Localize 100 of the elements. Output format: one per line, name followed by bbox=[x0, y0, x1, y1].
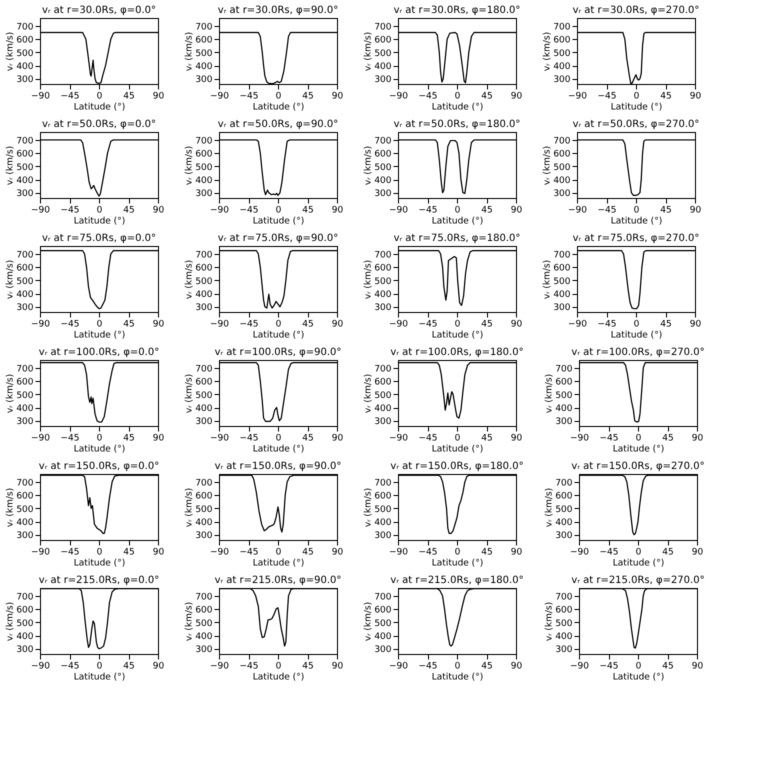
x-tick-label: 0 bbox=[96, 92, 103, 102]
x-tick-label: −45 bbox=[600, 548, 618, 558]
x-tick-label: 90 bbox=[690, 320, 702, 330]
y-tick-label: 700 bbox=[553, 22, 571, 32]
x-tick-label: 0 bbox=[276, 206, 282, 216]
x-tick-label: −90 bbox=[570, 548, 590, 558]
y-axis-title: vᵣ (km/s) bbox=[544, 602, 554, 642]
y-tick-label: 400 bbox=[16, 404, 34, 414]
y-tick-label: 300 bbox=[555, 531, 573, 542]
x-axis-title: Latitude (°) bbox=[432, 216, 484, 226]
line-series bbox=[577, 250, 695, 310]
y-axis-title: vᵣ (km/s) bbox=[363, 146, 374, 186]
y-tick-label: 400 bbox=[553, 176, 571, 186]
y-axis-title: vᵣ (km/s) bbox=[5, 32, 16, 72]
x-tick-label: 45 bbox=[481, 92, 493, 102]
y-tick-label: 400 bbox=[555, 632, 573, 642]
chart-title: vᵣ at r=50.0Rs, φ=90.0° bbox=[218, 119, 338, 130]
chart-title: vᵣ at r=215.0Rs, φ=90.0° bbox=[214, 575, 342, 586]
y-tick-label: 700 bbox=[16, 250, 34, 260]
x-tick-label: 90 bbox=[332, 206, 344, 216]
x-tick-label: −90 bbox=[210, 206, 230, 216]
x-tick-label: 45 bbox=[660, 206, 672, 216]
x-tick-label: −90 bbox=[31, 548, 50, 558]
chart-title: vᵣ at r=100.0Rs, φ=90.0° bbox=[214, 347, 342, 358]
y-tick-label: 600 bbox=[553, 36, 571, 46]
y-tick-label: 500 bbox=[553, 276, 571, 287]
x-tick-label: 0 bbox=[96, 320, 103, 330]
x-tick-label: −90 bbox=[389, 548, 408, 558]
x-tick-label: 45 bbox=[123, 548, 135, 558]
y-tick-label: 500 bbox=[374, 504, 392, 515]
y-tick-label: 500 bbox=[195, 618, 213, 629]
x-tick-label: 0 bbox=[634, 92, 640, 102]
x-tick-label: 90 bbox=[690, 206, 702, 216]
y-tick-label: 500 bbox=[374, 162, 392, 173]
chart-title: vᵣ at r=75.0Rs, φ=180.0° bbox=[394, 233, 520, 244]
x-tick-label: −45 bbox=[600, 662, 618, 672]
x-tick-label: 90 bbox=[510, 662, 522, 672]
x-axis-title: Latitude (°) bbox=[432, 444, 484, 454]
y-tick-label: 700 bbox=[195, 478, 213, 488]
x-tick-label: −45 bbox=[418, 434, 438, 444]
y-tick-label: 500 bbox=[374, 618, 392, 629]
y-tick-label: 300 bbox=[553, 303, 571, 314]
x-axis-title: Latitude (°) bbox=[612, 444, 664, 454]
x-tick-label: 90 bbox=[510, 434, 522, 444]
x-axis-title: Latitude (°) bbox=[252, 672, 304, 682]
x-tick-label: −45 bbox=[418, 320, 438, 330]
x-axis-title: Latitude (°) bbox=[432, 102, 484, 112]
y-tick-label: 300 bbox=[16, 189, 34, 200]
y-tick-label: 400 bbox=[555, 404, 573, 414]
y-axis-title: vᵣ (km/s) bbox=[184, 602, 194, 642]
x-tick-label: −90 bbox=[31, 662, 50, 672]
y-tick-label: 400 bbox=[195, 404, 213, 414]
y-tick-label: 400 bbox=[374, 518, 392, 528]
y-tick-label: 600 bbox=[16, 378, 34, 388]
x-tick-label: 90 bbox=[152, 434, 164, 444]
y-tick-label: 500 bbox=[374, 48, 392, 59]
x-tick-label: 90 bbox=[332, 548, 344, 558]
y-axis-title: vᵣ (km/s) bbox=[184, 374, 194, 414]
y-axis-title: vᵣ (km/s) bbox=[363, 374, 374, 414]
x-tick-label: 45 bbox=[302, 548, 314, 558]
y-tick-label: 500 bbox=[195, 48, 213, 59]
y-axis-title: vᵣ (km/s) bbox=[5, 374, 16, 414]
x-tick-label: 45 bbox=[481, 662, 493, 672]
chart-title: vᵣ at r=100.0Rs, φ=270.0° bbox=[571, 347, 705, 358]
x-tick-label: 0 bbox=[636, 548, 642, 558]
chart-title: vᵣ at r=50.0Rs, φ=0.0° bbox=[42, 119, 156, 130]
y-tick-label: 500 bbox=[555, 504, 573, 515]
x-tick-label: 90 bbox=[510, 206, 522, 216]
x-tick-label: 0 bbox=[276, 548, 282, 558]
x-tick-label: 45 bbox=[302, 320, 314, 330]
y-tick-label: 400 bbox=[553, 290, 571, 300]
y-axis-title: vᵣ (km/s) bbox=[542, 32, 552, 72]
x-tick-label: −45 bbox=[240, 320, 258, 330]
y-axis-title: vᵣ (km/s) bbox=[5, 260, 16, 300]
y-tick-label: 500 bbox=[553, 48, 571, 59]
x-tick-label: 90 bbox=[332, 434, 344, 444]
x-tick-label: 90 bbox=[332, 662, 344, 672]
chart-title: vᵣ at r=30.0Rs, φ=90.0° bbox=[218, 5, 338, 16]
x-tick-label: 45 bbox=[302, 662, 314, 672]
x-tick-label: −90 bbox=[389, 320, 408, 330]
y-tick-label: 400 bbox=[374, 62, 392, 72]
x-axis-title: Latitude (°) bbox=[74, 444, 126, 454]
x-axis-title: Latitude (°) bbox=[252, 216, 304, 226]
y-tick-label: 500 bbox=[16, 504, 34, 515]
x-tick-label: 90 bbox=[692, 662, 704, 672]
y-tick-label: 300 bbox=[195, 189, 213, 200]
x-tick-label: −90 bbox=[210, 662, 230, 672]
x-tick-label: −90 bbox=[31, 434, 50, 444]
chart-title: vᵣ at r=150.0Rs, φ=270.0° bbox=[571, 461, 705, 472]
x-tick-label: 45 bbox=[123, 320, 135, 330]
x-tick-label: 90 bbox=[332, 92, 344, 102]
y-tick-label: 600 bbox=[16, 492, 34, 502]
y-tick-label: 600 bbox=[555, 378, 573, 388]
y-tick-label: 500 bbox=[16, 276, 34, 287]
y-tick-label: 600 bbox=[16, 150, 34, 160]
y-axis-title: vᵣ (km/s) bbox=[544, 374, 554, 414]
x-tick-label: 90 bbox=[692, 548, 704, 558]
x-tick-label: −90 bbox=[31, 206, 50, 216]
y-tick-label: 500 bbox=[16, 390, 34, 401]
chart-title: vᵣ at r=150.0Rs, φ=90.0° bbox=[214, 461, 342, 472]
